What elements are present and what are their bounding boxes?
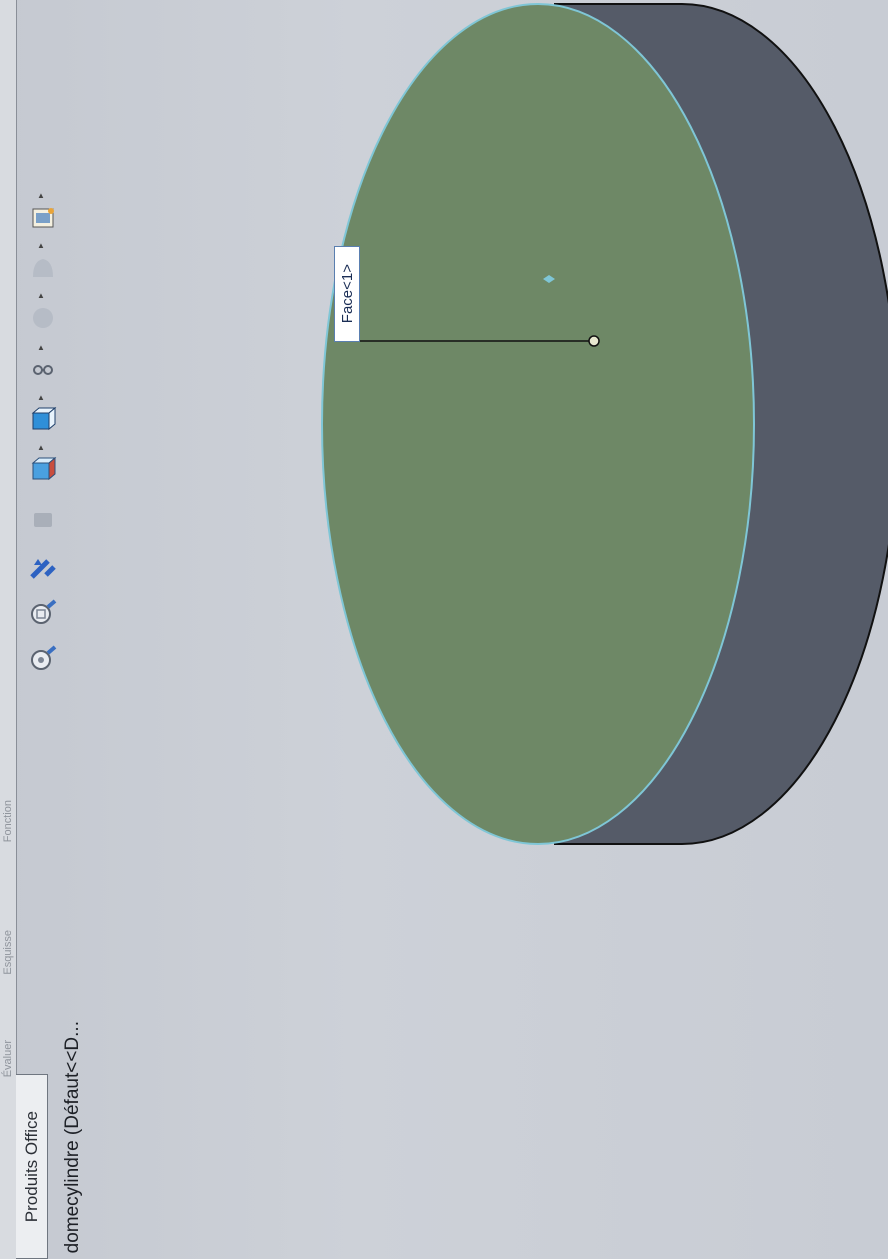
feature-tree-root-label: domecylindre (Défaut<<D... bbox=[62, 1020, 83, 1253]
apply-scene-icon[interactable]: ▲ bbox=[24, 241, 62, 287]
chevron-down-icon[interactable]: ▲ bbox=[37, 291, 45, 300]
hide-show-items-icon[interactable]: ▲ bbox=[24, 343, 62, 389]
zoom-area-icon[interactable] bbox=[24, 595, 62, 633]
tab-office-products[interactable]: Produits Office bbox=[16, 1074, 48, 1259]
command-manager-tab-strip: Évaluer Esquisse Fonction bbox=[0, 0, 17, 1259]
chevron-down-icon[interactable]: ▲ bbox=[37, 443, 45, 452]
chevron-down-icon[interactable]: ▲ bbox=[37, 241, 45, 250]
chevron-down-icon[interactable]: ▲ bbox=[37, 393, 45, 402]
tab-sketch[interactable]: Esquisse bbox=[2, 930, 14, 975]
selection-anchor-point[interactable] bbox=[588, 335, 600, 347]
selection-callout[interactable]: Face<1> bbox=[334, 246, 360, 342]
tab-evaluate[interactable]: Évaluer bbox=[2, 1040, 14, 1078]
chevron-down-icon[interactable]: ▲ bbox=[37, 343, 45, 352]
selection-callout-text: Face<1> bbox=[338, 264, 356, 324]
previous-view-icon[interactable] bbox=[24, 551, 62, 589]
origin-marker bbox=[543, 275, 555, 283]
cylinder-selected-face[interactable] bbox=[321, 3, 755, 845]
tab-features[interactable]: Fonction bbox=[2, 800, 14, 843]
cylinder-model[interactable] bbox=[90, 0, 888, 1259]
display-style-icon[interactable]: ▲ bbox=[24, 393, 62, 439]
heads-up-view-toolbar: ▲ ▲ ▲ ▲ ▲ ▲ bbox=[18, 175, 68, 685]
section-view-icon[interactable] bbox=[24, 501, 62, 539]
view-settings-icon[interactable]: ▲ bbox=[24, 191, 62, 237]
tab-office-products-label: Produits Office bbox=[21, 1110, 41, 1223]
graphics-area[interactable]: Face<1> bbox=[90, 0, 888, 1259]
feature-tree-root[interactable]: domecylindre (Défaut<<D... bbox=[58, 923, 90, 1253]
zoom-to-fit-icon[interactable] bbox=[24, 641, 62, 679]
chevron-down-icon[interactable]: ▲ bbox=[37, 191, 45, 200]
edit-appearance-icon[interactable]: ▲ bbox=[24, 291, 62, 337]
view-orientation-icon[interactable]: ▲ bbox=[24, 443, 62, 489]
